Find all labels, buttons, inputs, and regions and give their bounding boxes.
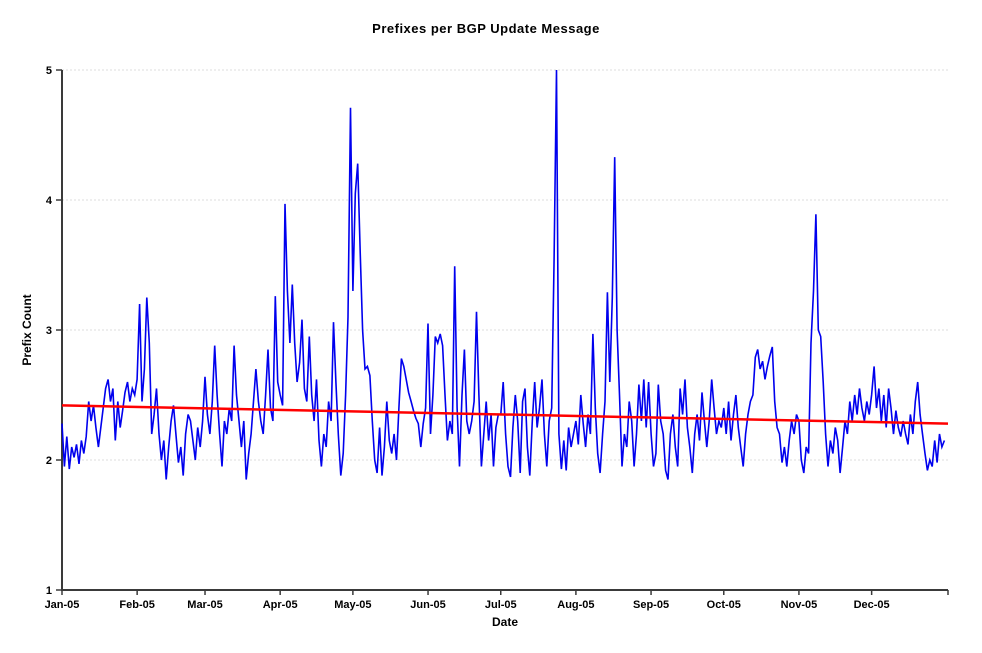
y-tick-label: 3 xyxy=(46,325,52,337)
x-tick-label: Mar-05 xyxy=(187,599,222,611)
trend-line xyxy=(61,404,949,425)
prefix-count-series-line xyxy=(61,69,946,480)
x-tick-label: Aug-05 xyxy=(557,599,594,611)
x-tick-label: Jun-05 xyxy=(410,599,445,611)
y-tick-label: 2 xyxy=(46,455,52,467)
y-tick-label: 1 xyxy=(46,585,52,597)
x-tick-label: May-05 xyxy=(334,599,371,611)
y-tick-label: 4 xyxy=(46,195,53,207)
x-tick-label: Nov-05 xyxy=(781,599,818,611)
x-tick-label: Jan-05 xyxy=(45,599,80,611)
chart-title: Prefixes per BGP Update Message xyxy=(372,21,600,36)
x-tick-label: Sep-05 xyxy=(633,599,669,611)
x-tick-label: Feb-05 xyxy=(119,599,154,611)
x-tick-label: Dec-05 xyxy=(854,599,890,611)
x-axis-label: Date xyxy=(491,615,518,629)
x-tick-label: Jul-05 xyxy=(485,599,517,611)
y-tick-label: 5 xyxy=(46,65,52,77)
x-tick-label: Apr-05 xyxy=(263,599,298,611)
x-tick-label: Oct-05 xyxy=(707,599,741,611)
